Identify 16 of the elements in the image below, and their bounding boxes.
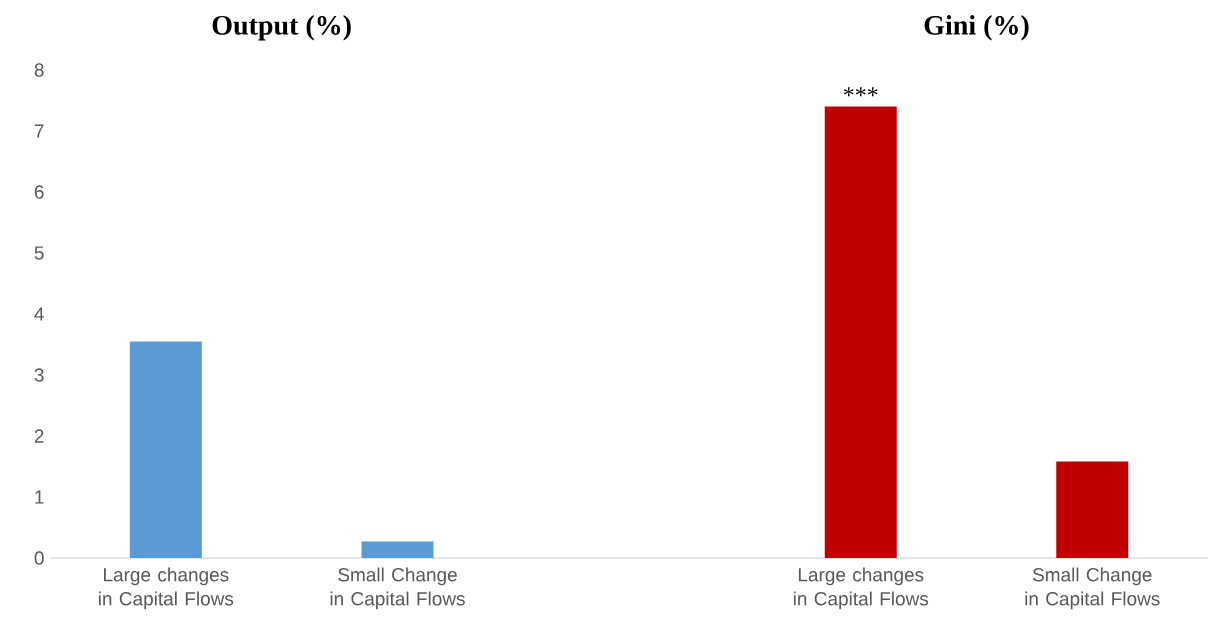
y-tick-label: 7 bbox=[34, 124, 44, 138]
y-tick-label: 0 bbox=[34, 551, 44, 565]
x-tick-label: Small Change in Capital Flows bbox=[1025, 567, 1160, 610]
y-tick-label: 4 bbox=[34, 307, 44, 321]
chart-title: Output (%) bbox=[212, 15, 351, 41]
annotation: *** bbox=[843, 87, 878, 97]
y-tick-label: 5 bbox=[34, 246, 44, 260]
chart-title: Gini (%) bbox=[924, 15, 1029, 41]
y-tick-label: 8 bbox=[34, 63, 44, 77]
y-tick-label: 2 bbox=[34, 429, 44, 443]
x-tick-label: Large changes in Capital Flows bbox=[793, 567, 929, 610]
y-tick-label: 6 bbox=[34, 185, 44, 199]
x-tick-label: Small Change in Capital Flows bbox=[330, 567, 465, 610]
y-tick-label: 1 bbox=[35, 490, 44, 504]
x-tick-label: Large changes in Capital Flows bbox=[99, 567, 234, 610]
y-tick-label: 3 bbox=[34, 368, 44, 382]
